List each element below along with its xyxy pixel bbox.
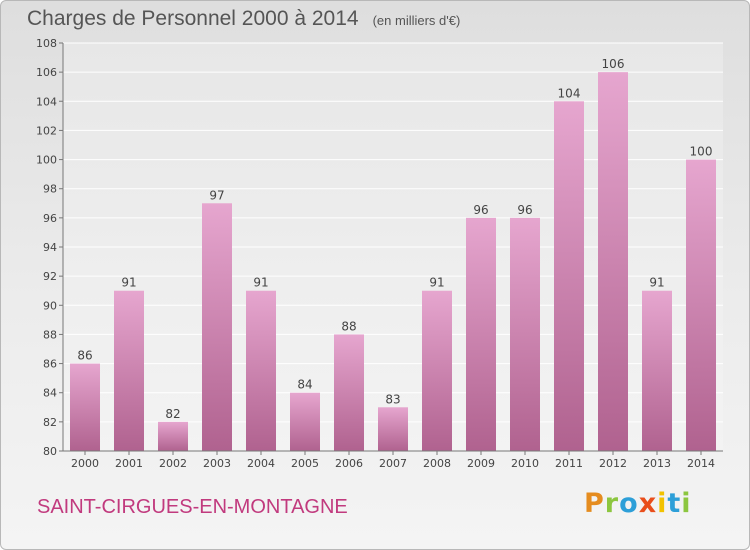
bar: [510, 217, 540, 451]
y-tick-label: 102: [36, 124, 57, 137]
y-tick-label: 108: [36, 37, 57, 50]
bars: 86 91 82 97 91 84 88 83 91 96 96 104 106 91 100: [70, 57, 716, 452]
bar: [642, 290, 672, 451]
x-tick-label: 2006: [335, 457, 363, 470]
y-tick-label: 96: [43, 212, 57, 225]
data-label: 91: [253, 276, 268, 290]
x-tick-label: 2014: [687, 457, 715, 470]
y-tick-label: 94: [43, 241, 57, 254]
data-label: 96: [473, 203, 488, 217]
bar: [466, 217, 496, 451]
x-axis: 2000 2001 2002 2003 2004 2005 2006 2007 2008 2009…: [63, 450, 723, 470]
bar: [598, 72, 628, 452]
town-name: SAINT-CIRGUES-EN-MONTAGNE: [37, 496, 348, 518]
y-tick-label: 98: [43, 183, 57, 196]
x-tick-label: 2005: [291, 457, 319, 470]
x-tick-label: 2004: [247, 457, 275, 470]
data-label: 91: [121, 276, 136, 290]
data-label: 82: [165, 407, 180, 421]
data-label: 86: [77, 349, 92, 363]
x-tick-label: 2007: [379, 457, 407, 470]
bar: [202, 203, 232, 451]
x-tick-label: 2000: [71, 457, 99, 470]
x-tick-label: 2011: [555, 457, 583, 470]
y-tick-label: 100: [36, 154, 57, 167]
x-tick-label: 2003: [203, 457, 231, 470]
chart-subtitle: (en milliers d'€): [372, 13, 461, 28]
y-tick-label: 80: [43, 445, 57, 458]
data-label: 88: [341, 319, 356, 333]
x-tick-label: 2013: [643, 457, 671, 470]
y-tick-label: 82: [43, 416, 57, 429]
x-tick-label: 2010: [511, 457, 539, 470]
bar: [246, 290, 276, 451]
data-label: 83: [385, 392, 400, 406]
bar: [158, 421, 188, 451]
x-tick-label: 2009: [467, 457, 495, 470]
data-label: 100: [690, 145, 713, 159]
chart-title: Charges de Personnel 2000 à 2014 (en mill…: [27, 7, 460, 31]
y-tick-label: 106: [36, 66, 57, 79]
bar: [334, 334, 364, 451]
data-label: 106: [602, 57, 625, 71]
y-tick-label: 86: [43, 358, 57, 371]
bar: [686, 159, 716, 452]
data-label: 91: [429, 276, 444, 290]
bar: [554, 101, 584, 452]
bar: [378, 407, 408, 451]
bar: [422, 290, 452, 451]
x-tick-label: 2012: [599, 457, 627, 470]
x-tick-label: 2001: [115, 457, 143, 470]
x-tick-label: 2002: [159, 457, 187, 470]
proxiti-logo: Proxiti: [584, 488, 692, 519]
y-tick-label: 92: [43, 270, 57, 283]
bar: [290, 392, 320, 451]
bar: [114, 290, 144, 451]
y-tick-label: 90: [43, 299, 57, 312]
data-label: 84: [297, 378, 312, 392]
y-tick-label: 104: [36, 95, 57, 108]
data-label: 104: [558, 86, 581, 100]
data-label: 91: [649, 276, 664, 290]
y-axis: 80 82 84 86 88 90 92 94 96 98 100 102 104 106 108: [36, 37, 64, 458]
data-label: 96: [517, 203, 532, 217]
x-tick-label: 2008: [423, 457, 451, 470]
bar: [70, 363, 100, 451]
title-text: Charges de Personnel 2000 à 2014: [27, 7, 359, 30]
y-tick-label: 88: [43, 328, 57, 341]
y-tick-label: 84: [43, 387, 57, 400]
data-label: 97: [209, 188, 224, 202]
